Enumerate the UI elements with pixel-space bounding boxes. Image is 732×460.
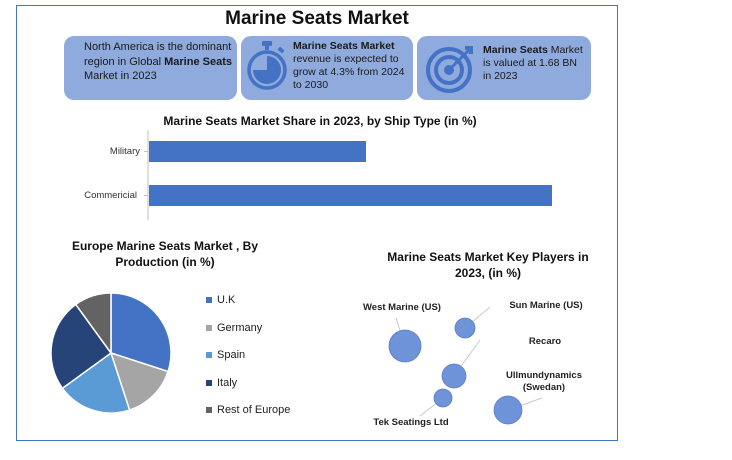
legend-swatch	[206, 297, 212, 304]
info-card-value-text: Marine Seats Market is valued at 1.68 BN…	[483, 44, 583, 82]
pie-slice-rest-of-europe	[74, 292, 112, 356]
bubble-label: Ullmundynamics (Swedan)	[505, 370, 583, 393]
infographic-frame	[16, 5, 618, 441]
legend-swatch	[206, 352, 212, 359]
bubble-recaro	[441, 363, 467, 389]
legend-label: Italy	[217, 377, 238, 389]
bar-category-label: Commericial	[84, 190, 137, 201]
legend-label: Spain	[217, 349, 246, 361]
pie-slice-italy	[50, 303, 113, 390]
stopwatch-icon	[247, 41, 287, 90]
bubble-label: Recaro	[528, 336, 562, 347]
legend-item: U.K	[206, 294, 235, 306]
target-icon	[426, 46, 473, 93]
legend-item: Spain	[206, 349, 245, 361]
info-card-growth-text: Marine Seats Market revenue is expected …	[293, 40, 405, 91]
info-card-value: Marine Seats Market is valued at 1.68 BN…	[417, 36, 591, 100]
bubble-label: West Marine (US)	[363, 302, 441, 313]
bar-chart-title: Marine Seats Market Share in 2023, by Sh…	[163, 114, 477, 128]
bubble-chart-title: Marine Seats Market Key Players in 2023,…	[387, 250, 589, 280]
main-title: Marine Seats Market	[225, 8, 409, 29]
pie-chart-title: Europe Marine Seats Market , By Producti…	[71, 239, 259, 269]
pie-slice-u-k	[110, 292, 172, 373]
legend-swatch	[206, 407, 212, 414]
legend-item: Italy	[206, 377, 237, 389]
legend-swatch	[206, 380, 212, 387]
bar-category-label: Military	[109, 146, 140, 157]
bubble-sun-marine-us-	[454, 317, 476, 339]
legend-item: Germany	[206, 322, 262, 334]
bubble-ullmundynamics-swedan-	[493, 395, 523, 425]
bubble-label: Sun Marine (US)	[509, 300, 583, 311]
bar-military	[149, 141, 366, 162]
legend-label: Germany	[217, 322, 263, 334]
info-card-growth: Marine Seats Market revenue is expected …	[241, 36, 413, 100]
legend-label: U.K	[217, 294, 236, 306]
bar-commericial	[149, 185, 552, 206]
info-card-region-text: North America is the dominant region in …	[84, 41, 232, 82]
legend-swatch	[206, 325, 212, 332]
bubble-label: Tek Seatings Ltd	[373, 417, 449, 428]
bubble-tek-seatings-ltd	[433, 388, 453, 408]
bubble-west-marine-us-	[388, 329, 422, 363]
info-card-region: North America is the dominant region in …	[64, 36, 237, 100]
legend-label: Rest of Europe	[217, 404, 291, 416]
legend-item: Rest of Europe	[206, 404, 290, 416]
pie-slice-spain	[61, 351, 131, 414]
